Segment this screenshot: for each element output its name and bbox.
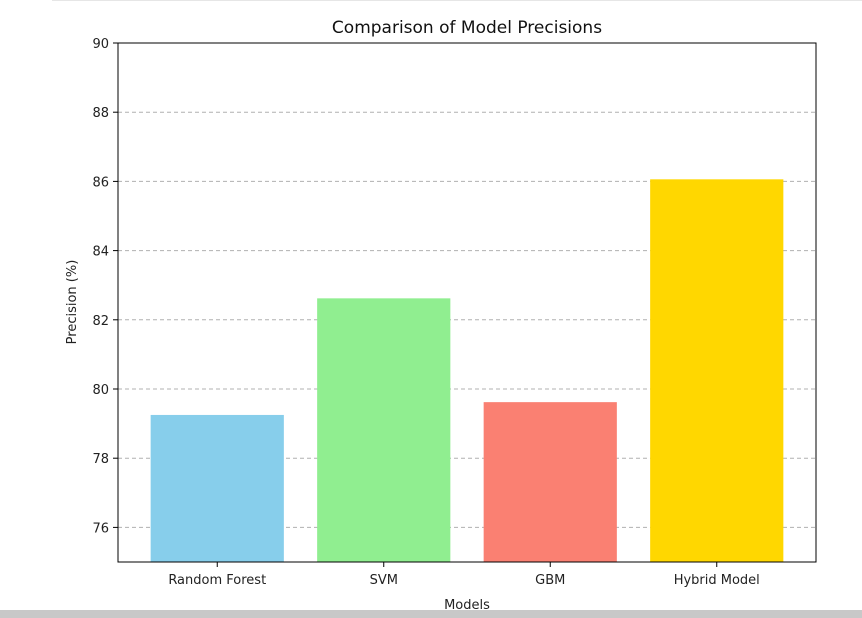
x-tick-label: Random Forest (168, 573, 266, 588)
y-axis-label: Precision (%) (65, 260, 80, 345)
y-tick-label: 80 (92, 383, 109, 398)
x-axis-ticks: Random Forest SVM GBM Hybrid Model (168, 562, 760, 588)
x-tick-label: SVM (370, 573, 398, 588)
x-tick-label: Hybrid Model (674, 573, 760, 588)
frame-bottom-bar (0, 610, 862, 618)
frame-top-line (52, 0, 862, 1)
y-tick-label: 78 (92, 452, 109, 467)
bar-random-forest (150, 414, 284, 562)
y-tick-label: 82 (92, 314, 109, 329)
y-tick-label: 84 (92, 245, 109, 260)
x-axis-label: Models (444, 598, 490, 613)
bar-gbm (483, 402, 617, 562)
bars (150, 179, 784, 562)
x-tick-label: GBM (535, 573, 565, 588)
y-tick-label: 88 (92, 106, 109, 121)
y-tick-label: 76 (92, 521, 109, 536)
y-axis-ticks: 76 78 80 82 84 86 88 90 (92, 37, 118, 536)
bar-svm (317, 298, 451, 562)
plot-frame (117, 42, 817, 563)
y-tick-label: 90 (92, 37, 109, 52)
chart-title: Comparison of Model Precisions (332, 18, 602, 38)
bar-hybrid-model (650, 179, 784, 562)
y-tick-label: 86 (92, 175, 109, 190)
